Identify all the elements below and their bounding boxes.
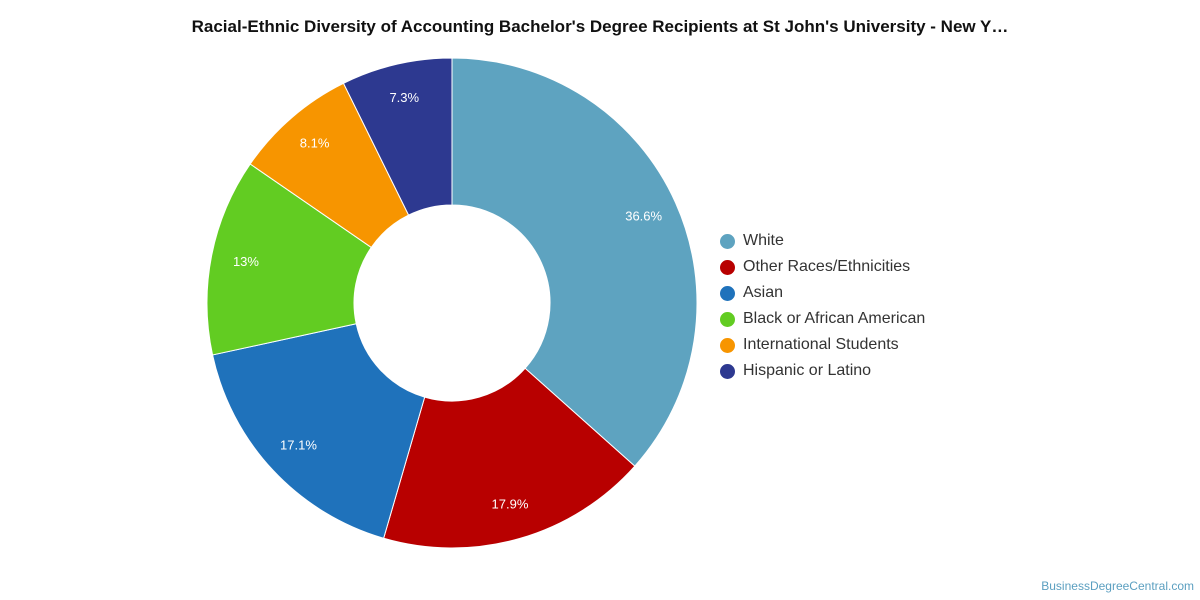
donut-slice-3[interactable]	[206, 163, 372, 356]
legend-swatch-icon	[720, 233, 735, 249]
slice-data-label: 17.9%	[492, 496, 529, 511]
legend-label: Asian	[743, 284, 784, 301]
source-credit[interactable]: BusinessDegreeCentral.com	[1041, 579, 1194, 593]
legend-item[interactable]: Black or African American	[720, 306, 925, 332]
chart-title: Racial-Ethnic Diversity of Accounting Ba…	[191, 17, 1009, 36]
legend-swatch-icon	[720, 363, 735, 379]
legend-item[interactable]: International Students	[720, 332, 925, 358]
donut-slice-1[interactable]	[383, 367, 636, 549]
slice-data-label: 17.1%	[280, 438, 317, 453]
legend-item[interactable]: Hispanic or Latino	[720, 358, 925, 384]
slice-data-label: 8.1%	[300, 136, 330, 151]
slice-data-label: 36.6%	[625, 209, 662, 224]
legend-label: Hispanic or Latino	[743, 362, 872, 379]
donut-slice-2[interactable]	[211, 323, 426, 539]
legend-label: International Students	[743, 336, 899, 353]
slice-data-label: 7.3%	[389, 90, 419, 105]
legend-item[interactable]: Other Races/Ethnicities	[720, 254, 925, 280]
donut-slice-0[interactable]	[451, 57, 698, 467]
donut-slice-5[interactable]	[342, 57, 453, 216]
legend-swatch-icon	[720, 337, 735, 353]
chart-legend: White Other Races/Ethnicities Asian Black o…	[720, 228, 925, 384]
legend-swatch-icon	[720, 285, 735, 301]
legend-label: Black or African American	[743, 310, 926, 327]
slice-data-label: 13%	[233, 254, 259, 269]
legend-swatch-icon	[720, 311, 735, 327]
legend-swatch-icon	[720, 259, 735, 275]
legend-item[interactable]: Asian	[720, 280, 925, 306]
legend-item[interactable]: White	[720, 228, 925, 254]
legend-label: Other Races/Ethnicities	[743, 258, 911, 275]
legend-label: White	[743, 232, 784, 249]
